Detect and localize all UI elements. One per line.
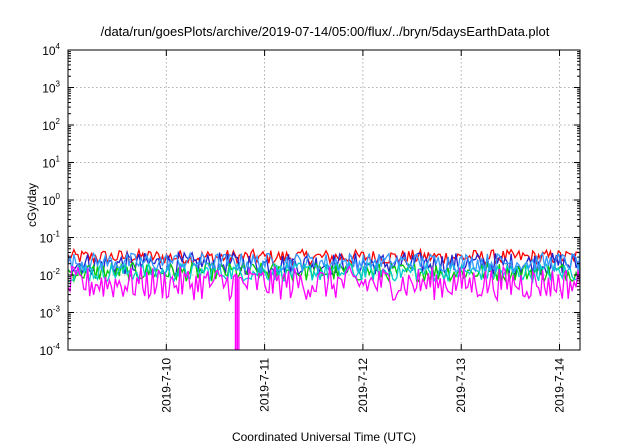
x-tick-label: 2019-7-10 — [159, 358, 173, 413]
y-tick-label: 10-4 — [40, 342, 61, 358]
x-tick-label: 2019-7-14 — [553, 358, 567, 413]
series-line — [68, 264, 580, 350]
y-tick-label: 104 — [42, 42, 60, 58]
y-tick-label: 10-3 — [40, 305, 61, 321]
y-axis-label: cGy/day — [25, 183, 39, 227]
series-group — [68, 247, 580, 350]
x-axis: 2019-7-10 2019-7-11 2019-7-12 2019-7-13 2019… — [159, 50, 567, 413]
x-tick-label: 2019-7-12 — [356, 358, 370, 413]
y-tick-label: 101 — [42, 155, 60, 171]
x-axis-label: Coordinated Universal Time (UTC) — [232, 430, 416, 444]
x-tick-label: 2019-7-13 — [454, 358, 468, 413]
x-tick-label: 2019-7-11 — [258, 358, 272, 412]
series-line — [68, 251, 580, 274]
chart-title: /data/run/goesPlots/archive/2019-07-14/0… — [101, 24, 550, 39]
y-tick-label: 102 — [42, 117, 60, 133]
y-tick-label: 100 — [42, 192, 60, 208]
y-tick-label: 10-2 — [40, 267, 61, 283]
series-line — [68, 250, 580, 277]
y-axis: 10-4 10-3 10-2 10-1 100 101 102 103 104 — [40, 42, 580, 358]
y-tick-label: 103 — [42, 80, 60, 96]
y-tick-label: 10-1 — [40, 230, 61, 246]
